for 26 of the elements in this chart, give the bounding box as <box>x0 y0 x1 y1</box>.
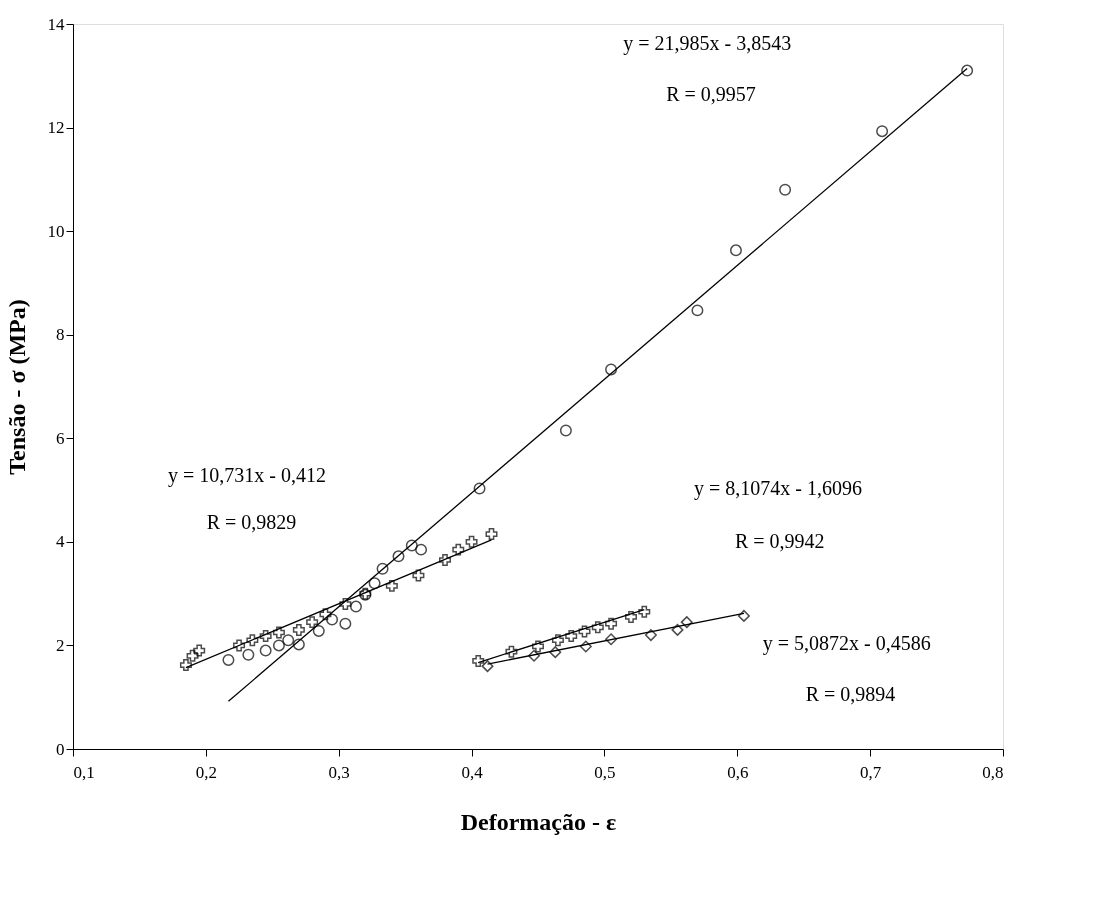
y-tick-label: 0 <box>56 739 65 759</box>
y-axis-title: Tensão - σ (MPa) <box>3 299 30 475</box>
annotation: y = 8,1074x - 1,6096 <box>693 476 862 500</box>
y-tick-label: 4 <box>56 532 65 552</box>
annotation: R = 0,9942 <box>734 529 825 552</box>
x-tick-label: 0,1 <box>73 762 95 782</box>
x-tick-label: 0,6 <box>727 762 749 782</box>
x-tick-label: 0,7 <box>860 762 882 782</box>
y-tick-label: 8 <box>56 325 65 345</box>
annotation: R = 0,9957 <box>666 83 756 106</box>
x-tick-label: 0,3 <box>328 762 350 782</box>
annotation: y = 10,731x - 0,412 <box>167 464 326 488</box>
y-tick-label: 12 <box>47 118 65 138</box>
annotation: R = 0,9894 <box>805 682 896 705</box>
annotation: y = 21,985x - 3,8543 <box>623 32 792 56</box>
y-tick-label: 2 <box>56 635 65 655</box>
annotation: R = 0,9829 <box>206 510 297 533</box>
y-tick-label: 14 <box>47 14 65 34</box>
y-tick-label: 10 <box>47 221 65 241</box>
x-tick-label: 0,4 <box>461 762 484 782</box>
x-axis-title: Deformação - ε <box>460 808 617 835</box>
y-tick-label: 6 <box>56 428 65 448</box>
x-tick-label: 0,5 <box>594 762 616 782</box>
x-tick-label: 0,2 <box>195 762 217 782</box>
x-tick-label: 0,8 <box>982 762 1004 782</box>
annotation: y = 5,0872x - 0,4586 <box>762 631 931 655</box>
